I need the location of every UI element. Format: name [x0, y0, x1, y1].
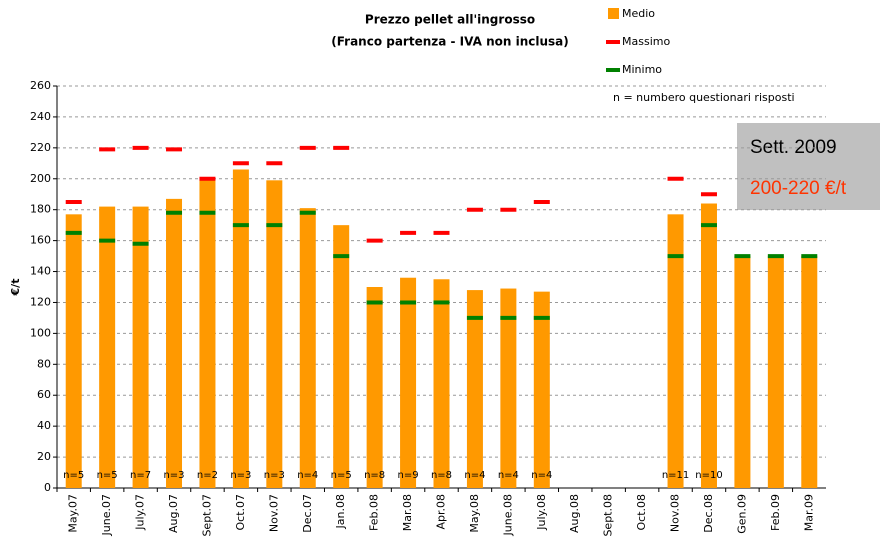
n-label: n=3	[163, 470, 184, 481]
x-tick-label: May.07	[67, 494, 80, 533]
bar	[700, 203, 717, 488]
bar	[767, 256, 784, 488]
y-tick-label: 180	[30, 203, 51, 216]
y-tick-label: 20	[37, 450, 51, 463]
bar	[266, 180, 283, 489]
x-tick-label: Sept.07	[200, 494, 213, 537]
bar	[299, 208, 316, 488]
legend-label: Massimo	[622, 35, 670, 48]
y-tick-label: 120	[30, 295, 51, 308]
legend-note: n = numbero questionari risposti	[613, 91, 795, 104]
n-label: n=8	[364, 470, 385, 481]
n-label: n=5	[97, 470, 118, 481]
n-label: n=3	[230, 470, 251, 481]
x-tick-label: Mar.09	[802, 494, 815, 531]
legend-label: Minimo	[622, 63, 662, 76]
x-tick-label: Aug.07	[167, 494, 180, 533]
bar	[433, 279, 450, 488]
x-tick-label: June.07	[100, 494, 113, 536]
x-tick-label: May.08	[468, 494, 481, 533]
bar	[801, 256, 818, 488]
bar	[199, 180, 216, 489]
chart-title: Prezzo pellet all'ingrosso	[365, 13, 535, 27]
bar	[65, 214, 82, 489]
bar	[533, 291, 550, 488]
bar	[232, 169, 249, 488]
bar	[99, 206, 116, 488]
legend-swatch	[608, 8, 619, 19]
y-tick-label: 140	[30, 265, 51, 278]
bar	[333, 225, 350, 488]
legend-label: Medio	[622, 7, 655, 20]
x-tick-label: Dec.07	[301, 494, 314, 533]
y-tick-label: 160	[30, 234, 51, 247]
x-tick-label: Nov.08	[669, 494, 682, 532]
y-axis-label: €/t	[9, 279, 22, 297]
n-label: n=4	[531, 470, 552, 481]
x-tick-label: July.07	[134, 494, 147, 531]
n-label: n=4	[498, 470, 519, 481]
x-tick-label: Oct.07	[234, 494, 247, 531]
n-label: n=4	[464, 470, 485, 481]
n-label: n=4	[297, 470, 318, 481]
n-label: n=8	[431, 470, 452, 481]
n-label: n=9	[398, 470, 419, 481]
x-tick-label: Feb.09	[769, 494, 782, 531]
x-tick-label: Aug.08	[568, 494, 581, 533]
y-tick-label: 240	[30, 110, 51, 123]
annotation-line: Sett. 2009	[750, 137, 837, 158]
x-tick-label: Mar.08	[401, 494, 414, 531]
x-tick-label: Feb.08	[368, 494, 381, 531]
y-tick-label: 200	[30, 172, 51, 185]
y-tick-label: 260	[30, 79, 51, 92]
x-tick-label: Nov.07	[267, 494, 280, 532]
n-label: n=3	[264, 470, 285, 481]
n-label: n=5	[331, 470, 352, 481]
x-tick-label: Dec.08	[702, 494, 715, 533]
x-tick-label: Jan.08	[334, 494, 347, 529]
bar	[400, 277, 417, 488]
bar	[132, 206, 149, 488]
y-tick-label: 80	[37, 357, 51, 370]
bar	[466, 290, 483, 488]
bar	[667, 214, 684, 489]
n-label: n=5	[63, 470, 84, 481]
chart-subtitle: (Franco partenza - IVA non inclusa)	[331, 35, 569, 49]
x-tick-label: Sept.08	[602, 494, 615, 537]
y-tick-label: 40	[37, 419, 51, 432]
y-tick-label: 60	[37, 388, 51, 401]
x-tick-label: June.08	[501, 494, 514, 536]
y-tick-label: 220	[30, 141, 51, 154]
y-tick-label: 100	[30, 326, 51, 339]
bar	[734, 256, 751, 488]
bar	[166, 198, 183, 488]
y-tick-label: 0	[44, 481, 51, 494]
x-tick-label: Gen.09	[735, 494, 748, 534]
x-tick-label: Oct.08	[635, 494, 648, 531]
bar	[366, 287, 383, 488]
n-label: n=2	[197, 470, 218, 481]
bar	[500, 288, 517, 488]
n-label: n=11	[662, 470, 689, 481]
annotation-line: 200-220 €/t	[750, 178, 847, 199]
annotation-box	[737, 123, 880, 210]
x-tick-label: Apr.08	[435, 494, 448, 530]
x-tick-label: July.08	[535, 494, 548, 531]
n-label: n=10	[695, 470, 722, 481]
n-label: n=7	[130, 470, 151, 481]
